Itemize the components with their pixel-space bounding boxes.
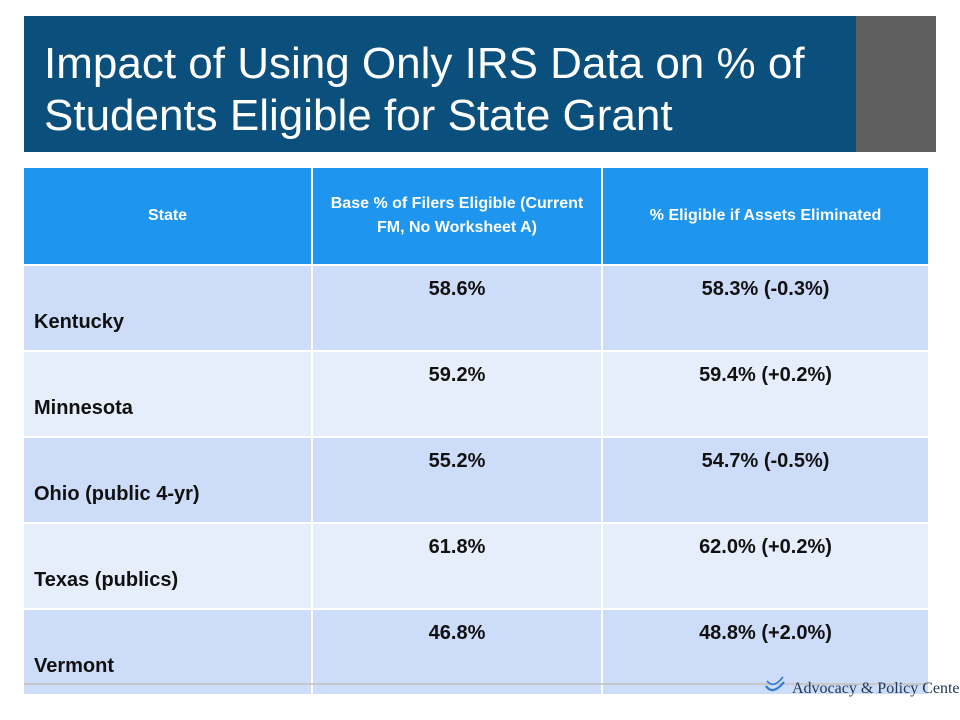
base-cell: 46.8% [311, 608, 602, 694]
assets-eliminated-cell: 59.4% (+0.2%) [601, 350, 928, 437]
table-row: Kentucky 58.6% 58.3% (-0.3%) [24, 264, 928, 351]
table-header-row: State Base % of Filers Eligible (Current… [24, 168, 928, 265]
state-cell: Minnesota [24, 350, 312, 437]
table-row: Texas (publics) 61.8% 62.0% (+0.2%) [24, 522, 928, 609]
footer-logo-text: Advocacy & Policy Center [792, 680, 960, 697]
assets-eliminated-cell: 48.8% (+2.0%) [601, 608, 928, 694]
table-row: Ohio (public 4-yr) 55.2% 54.7% (-0.5%) [24, 436, 928, 523]
table-bottom-rule [24, 683, 928, 685]
table-row: Minnesota 59.2% 59.4% (+0.2%) [24, 350, 928, 437]
eligibility-table: State Base % of Filers Eligible (Current… [24, 168, 928, 694]
base-cell: 59.2% [311, 350, 602, 437]
state-cell: Kentucky [24, 264, 312, 351]
swoosh-logo-icon [765, 676, 785, 692]
base-cell: 58.6% [311, 264, 602, 351]
state-cell: Texas (publics) [24, 522, 312, 609]
header-assets-eliminated: % Eligible if Assets Eliminated [601, 168, 928, 265]
title-band [24, 16, 856, 152]
table-row: Vermont 46.8% 48.8% (+2.0%) [24, 608, 928, 694]
assets-eliminated-cell: 62.0% (+0.2%) [601, 522, 928, 609]
slide-title: Impact of Using Only IRS Data on % of St… [44, 39, 805, 140]
base-cell: 55.2% [311, 436, 602, 523]
title-accent-tab [856, 16, 936, 152]
header-base-eligible: Base % of Filers Eligible (Current FM, N… [311, 168, 602, 265]
assets-eliminated-cell: 54.7% (-0.5%) [601, 436, 928, 523]
header-state: State [24, 168, 312, 265]
assets-eliminated-cell: 58.3% (-0.3%) [601, 264, 928, 351]
base-cell: 61.8% [311, 522, 602, 609]
state-cell: Vermont [24, 608, 312, 694]
state-cell: Ohio (public 4-yr) [24, 436, 312, 523]
